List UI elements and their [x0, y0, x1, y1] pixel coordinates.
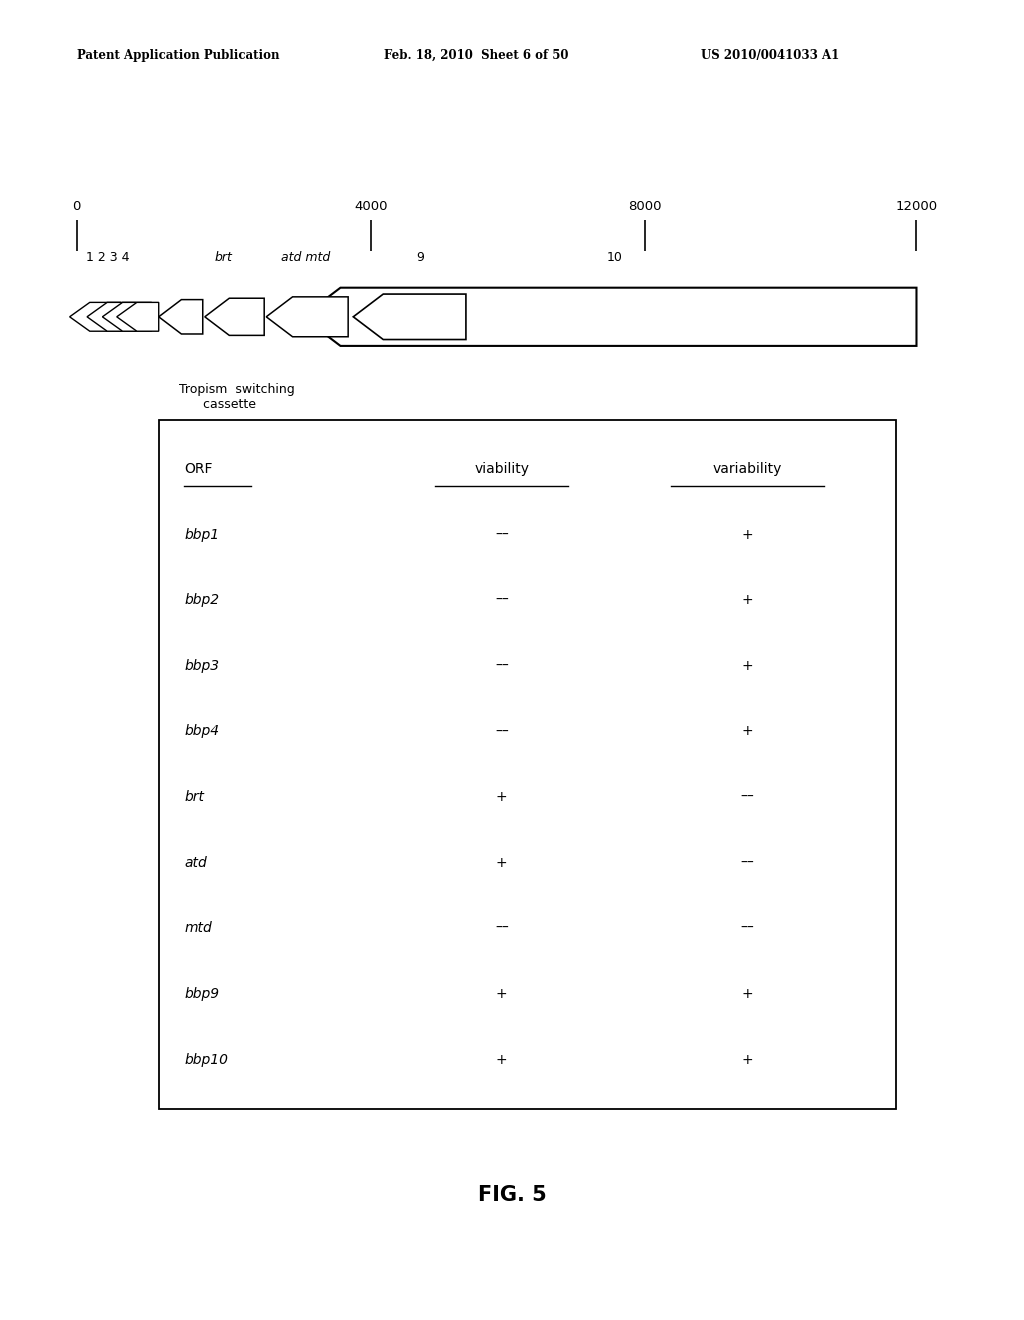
Polygon shape [302, 288, 916, 346]
Polygon shape [87, 302, 136, 331]
Text: ––: –– [495, 659, 509, 673]
Text: bbp2: bbp2 [184, 593, 219, 607]
Text: 8000: 8000 [629, 201, 662, 214]
Text: +: + [496, 987, 508, 1001]
Text: brt: brt [184, 791, 205, 804]
Text: 1 2 3 4: 1 2 3 4 [86, 251, 129, 264]
Text: ––: –– [495, 593, 509, 607]
Polygon shape [205, 298, 264, 335]
Text: +: + [741, 528, 754, 541]
Polygon shape [102, 302, 152, 331]
Text: +: + [496, 791, 508, 804]
Text: +: + [741, 725, 754, 738]
Text: atd: atd [184, 855, 207, 870]
Text: Tropism  switching
      cassette: Tropism switching cassette [179, 383, 295, 411]
Text: ––: –– [495, 528, 509, 541]
Text: bbp4: bbp4 [184, 725, 219, 738]
Text: 12000: 12000 [895, 201, 938, 214]
Text: +: + [741, 987, 754, 1001]
Text: Patent Application Publication: Patent Application Publication [77, 49, 280, 62]
Text: +: + [496, 1052, 508, 1067]
Polygon shape [70, 302, 121, 331]
Text: 0: 0 [73, 201, 81, 214]
Text: variability: variability [713, 462, 782, 477]
Text: +: + [741, 1052, 754, 1067]
Text: viability: viability [474, 462, 529, 477]
Text: bbp10: bbp10 [184, 1052, 228, 1067]
Text: bbp1: bbp1 [184, 528, 219, 541]
Text: ––: –– [495, 921, 509, 936]
Text: 10: 10 [606, 251, 623, 264]
Text: brt: brt [214, 251, 232, 264]
Text: ORF: ORF [184, 462, 213, 477]
Text: +: + [741, 593, 754, 607]
Text: mtd: mtd [184, 921, 212, 936]
Bar [159, 420, 896, 1109]
Text: ––: –– [495, 725, 509, 738]
Text: ––: –– [740, 855, 755, 870]
Polygon shape [117, 302, 159, 331]
Text: atd mtd: atd mtd [281, 251, 330, 264]
Polygon shape [159, 300, 203, 334]
Text: ––: –– [740, 921, 755, 936]
Text: bbp9: bbp9 [184, 987, 219, 1001]
Text: ––: –– [740, 791, 755, 804]
Text: 4000: 4000 [354, 201, 387, 214]
Text: FIG. 5: FIG. 5 [477, 1184, 547, 1205]
Polygon shape [353, 294, 466, 339]
Text: +: + [741, 659, 754, 673]
Text: US 2010/0041033 A1: US 2010/0041033 A1 [701, 49, 840, 62]
Text: 9: 9 [416, 251, 424, 264]
Text: Feb. 18, 2010  Sheet 6 of 50: Feb. 18, 2010 Sheet 6 of 50 [384, 49, 568, 62]
Text: +: + [496, 855, 508, 870]
Text: bbp3: bbp3 [184, 659, 219, 673]
Polygon shape [266, 297, 348, 337]
